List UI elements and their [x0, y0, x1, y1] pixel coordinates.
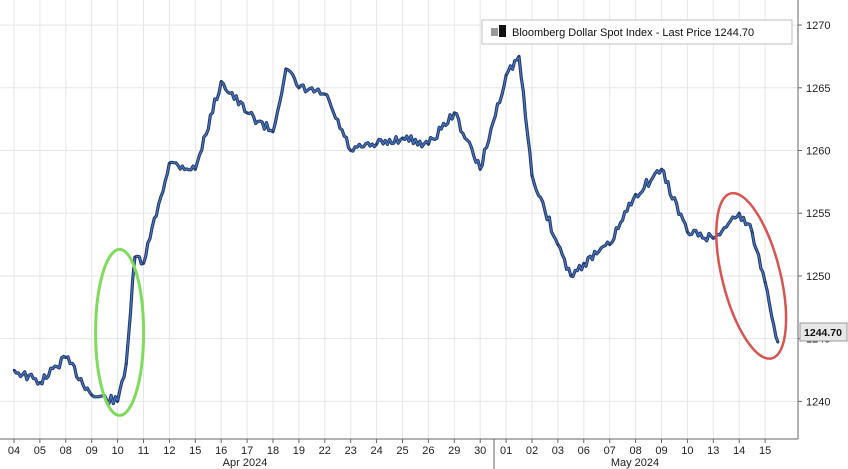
y-tick-label: 1260 — [806, 146, 830, 158]
x-tick-label: 01 — [500, 445, 512, 457]
x-tick-label: 26 — [422, 445, 434, 457]
data-point — [297, 86, 301, 90]
data-point — [194, 168, 197, 171]
data-point — [375, 143, 378, 146]
x-tick-label: 12 — [163, 445, 175, 457]
annotation-ellipses — [94, 191, 788, 417]
x-tick-label: 08 — [629, 445, 641, 457]
data-point — [634, 193, 637, 196]
x-tick-label: 04 — [8, 445, 20, 457]
data-point — [116, 400, 119, 403]
data-point — [90, 393, 93, 397]
x-tick-label: 15 — [759, 445, 771, 457]
x-tick-label: 14 — [733, 445, 745, 457]
legend-box — [481, 19, 793, 45]
data-point — [220, 80, 223, 83]
data-point — [556, 243, 560, 246]
data-point — [401, 136, 404, 140]
red-annotation-ellipse — [715, 191, 788, 360]
x-tick-label: 22 — [319, 445, 331, 457]
x-tick-label: 25 — [396, 445, 408, 457]
x-tick-label: 09 — [655, 445, 667, 457]
last-price-box — [799, 322, 848, 342]
legend-text: Bloomberg Dollar Spot Index - Last Price… — [512, 27, 754, 39]
data-point — [427, 143, 430, 146]
x-tick-label: 24 — [370, 445, 382, 457]
legend-swatch-black-icon — [499, 25, 506, 37]
data-point — [245, 111, 249, 115]
x-tick-label: 09 — [86, 445, 98, 457]
x-tick-label: 16 — [215, 445, 227, 457]
x-tick-label: 23 — [345, 445, 357, 457]
month-label-may: May 2024 — [611, 457, 659, 469]
x-tick-label: 05 — [34, 445, 46, 457]
x-tick-label: 07 — [604, 445, 616, 457]
y-tick-label: 1265 — [806, 83, 830, 95]
data-point — [168, 161, 171, 165]
data-point — [608, 243, 611, 246]
data-point — [660, 168, 663, 171]
x-tick-label: 15 — [189, 445, 201, 457]
data-point — [323, 92, 326, 96]
x-tick-label: 18 — [267, 445, 279, 457]
data-point — [530, 174, 534, 177]
legend-swatch-gray-icon — [491, 28, 498, 36]
x-axis-ticks: 04 05 08 09 10 11 12 15 16 17 18 19 22 23 24 25 26 29 30 01… — [8, 439, 771, 457]
y-tick-label: 1240 — [806, 396, 830, 408]
data-point — [686, 230, 689, 234]
x-tick-label: 30 — [474, 445, 486, 457]
y-tick-label: 1250 — [806, 271, 830, 283]
x-tick-label: 08 — [60, 445, 72, 457]
data-point — [12, 368, 16, 372]
data-point — [142, 262, 145, 265]
x-tick-label: 06 — [578, 445, 590, 457]
x-tick-label: 29 — [448, 445, 460, 457]
month-label-apr: Apr 2024 — [223, 457, 268, 469]
y-axis-ticks: 1240124512501255126012651270 — [798, 20, 830, 408]
data-point — [763, 281, 767, 284]
x-tick-label: 10 — [111, 445, 123, 457]
data-point — [750, 230, 754, 234]
data-point — [479, 168, 482, 171]
data-point — [776, 341, 780, 344]
y-tick-label: 1270 — [806, 20, 830, 32]
series-line-main — [13, 55, 779, 405]
data-point — [271, 130, 275, 133]
x-tick-label: 02 — [526, 445, 538, 457]
data-point — [738, 212, 741, 215]
x-tick-label: 10 — [681, 445, 693, 457]
x-tick-label: 11 — [138, 445, 149, 457]
x-tick-label: 19 — [293, 445, 305, 457]
last-price-label: 1244.70 — [804, 327, 842, 339]
data-point — [125, 362, 128, 365]
data-point — [38, 381, 42, 384]
series-line — [12, 54, 780, 406]
horizontal-gridlines — [0, 24, 798, 402]
data-point — [349, 149, 352, 152]
x-tick-label: 03 — [552, 445, 564, 457]
data-point — [504, 74, 508, 77]
data-point — [582, 262, 585, 265]
data-point — [569, 274, 573, 278]
x-tick-label: 13 — [707, 445, 719, 457]
data-point — [453, 111, 456, 115]
x-tick-label: 17 — [241, 445, 253, 457]
data-point — [517, 55, 521, 58]
data-point — [133, 255, 137, 259]
y-tick-label: 1255 — [806, 208, 830, 220]
data-point — [712, 237, 715, 240]
vertical-gridlines — [13, 0, 766, 439]
data-point — [64, 356, 68, 359]
data-point — [284, 67, 288, 71]
green-annotation-ellipse — [94, 247, 146, 417]
